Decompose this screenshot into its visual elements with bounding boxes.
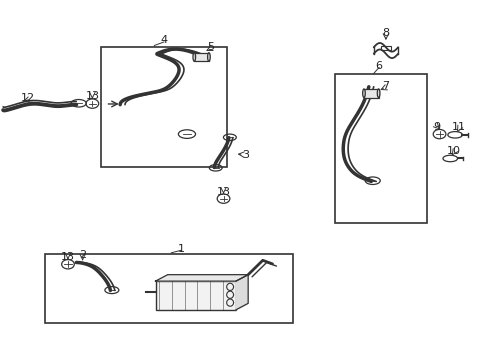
- Text: 4: 4: [160, 35, 167, 45]
- Ellipse shape: [193, 53, 195, 61]
- Polygon shape: [155, 275, 247, 281]
- Text: 9: 9: [433, 122, 440, 132]
- Text: 13: 13: [61, 252, 75, 262]
- Bar: [44, 253, 293, 323]
- Bar: [334, 74, 427, 223]
- Text: 10: 10: [446, 145, 460, 156]
- Ellipse shape: [362, 89, 365, 98]
- Ellipse shape: [377, 89, 379, 98]
- Text: 2: 2: [79, 250, 86, 260]
- Text: 3: 3: [242, 150, 248, 160]
- Ellipse shape: [207, 53, 210, 61]
- Text: 6: 6: [375, 61, 382, 71]
- Polygon shape: [236, 275, 247, 310]
- Bar: [155, 281, 236, 310]
- Text: 7: 7: [382, 81, 388, 91]
- Text: 8: 8: [382, 28, 388, 38]
- Text: 13: 13: [216, 187, 230, 197]
- Bar: [380, 46, 390, 50]
- Text: 11: 11: [451, 122, 465, 132]
- Text: 13: 13: [85, 91, 99, 101]
- Bar: [363, 89, 378, 98]
- Bar: [194, 53, 208, 61]
- Text: 5: 5: [206, 42, 213, 52]
- Text: 1: 1: [177, 244, 184, 254]
- Bar: [101, 47, 227, 167]
- Text: 12: 12: [20, 93, 35, 103]
